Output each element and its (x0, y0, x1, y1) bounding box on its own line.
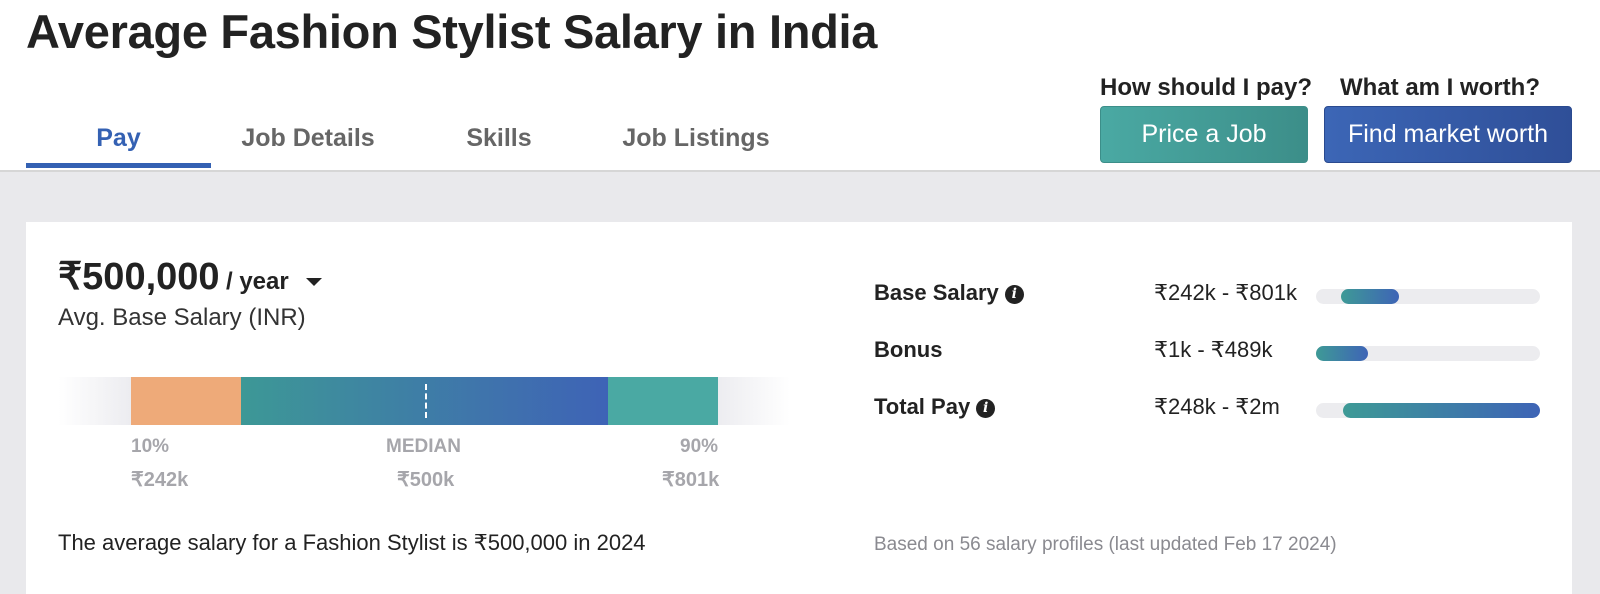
median-value: ₹500k (397, 469, 455, 491)
header-divider (0, 170, 1600, 172)
base-salary-track (1316, 289, 1540, 304)
tab-label: Skills (466, 124, 532, 152)
median-marker (425, 384, 427, 418)
base-salary-range: ₹242k - ₹801k (1154, 280, 1297, 305)
percentile-10-value: ₹242k (131, 469, 189, 491)
tab-pay[interactable]: Pay (26, 110, 211, 168)
tab-label: Job Listings (622, 124, 770, 152)
tab-label: Job Details (241, 124, 375, 152)
total-pay-track (1316, 403, 1540, 418)
salary-range-bar (58, 377, 790, 425)
salary-period[interactable]: / year (226, 268, 289, 295)
comp-label-text: Base Salary (874, 280, 999, 305)
tab-label: Pay (96, 124, 141, 152)
range-segment-low (131, 377, 241, 425)
tab-skills[interactable]: Skills (450, 110, 548, 168)
total-pay-fill (1342, 403, 1540, 418)
tab-job-listings[interactable]: Job Listings (610, 110, 782, 168)
bonus-fill (1316, 346, 1368, 361)
base-salary-label: Base Salary i (874, 280, 1024, 306)
total-pay-range: ₹248k - ₹2m (1154, 394, 1280, 419)
bonus-track (1316, 346, 1540, 361)
bonus-label: Bonus (874, 337, 942, 363)
percentile-10-label: 10% (131, 436, 170, 457)
base-salary-fill (1340, 289, 1399, 304)
range-segment-middle (241, 377, 608, 425)
tab-job-details[interactable]: Job Details (225, 110, 391, 168)
percentile-90-value: ₹801k (662, 469, 720, 491)
info-icon[interactable]: i (976, 399, 996, 418)
info-icon[interactable]: i (1004, 285, 1024, 304)
caret-down-icon[interactable] (306, 278, 322, 286)
comp-label-text: Total Pay (874, 394, 971, 419)
price-a-job-button[interactable]: Price a Job (1100, 106, 1308, 163)
average-salary-label: Avg. Base Salary (INR) (58, 304, 306, 331)
percentile-90-label: 90% (680, 436, 719, 457)
page-title: Average Fashion Stylist Salary in India (26, 5, 878, 58)
range-segment-high (608, 377, 718, 425)
worth-question: What am I worth? (1340, 74, 1540, 101)
price-question: How should I pay? (1100, 74, 1313, 101)
find-market-worth-button[interactable]: Find market worth (1324, 106, 1572, 163)
median-label: MEDIAN (386, 436, 461, 457)
comp-label-text: Bonus (874, 337, 943, 362)
salary-summary-text: The average salary for a Fashion Stylist… (58, 530, 646, 555)
total-pay-label: Total Pay i (874, 394, 996, 420)
average-salary-amount: ₹500,000 (58, 256, 220, 298)
bonus-range: ₹1k - ₹489k (1154, 337, 1273, 362)
data-source-note: Based on 56 salary profiles (last update… (874, 534, 1337, 555)
page-header: Average Fashion Stylist Salary in India … (0, 0, 1600, 172)
